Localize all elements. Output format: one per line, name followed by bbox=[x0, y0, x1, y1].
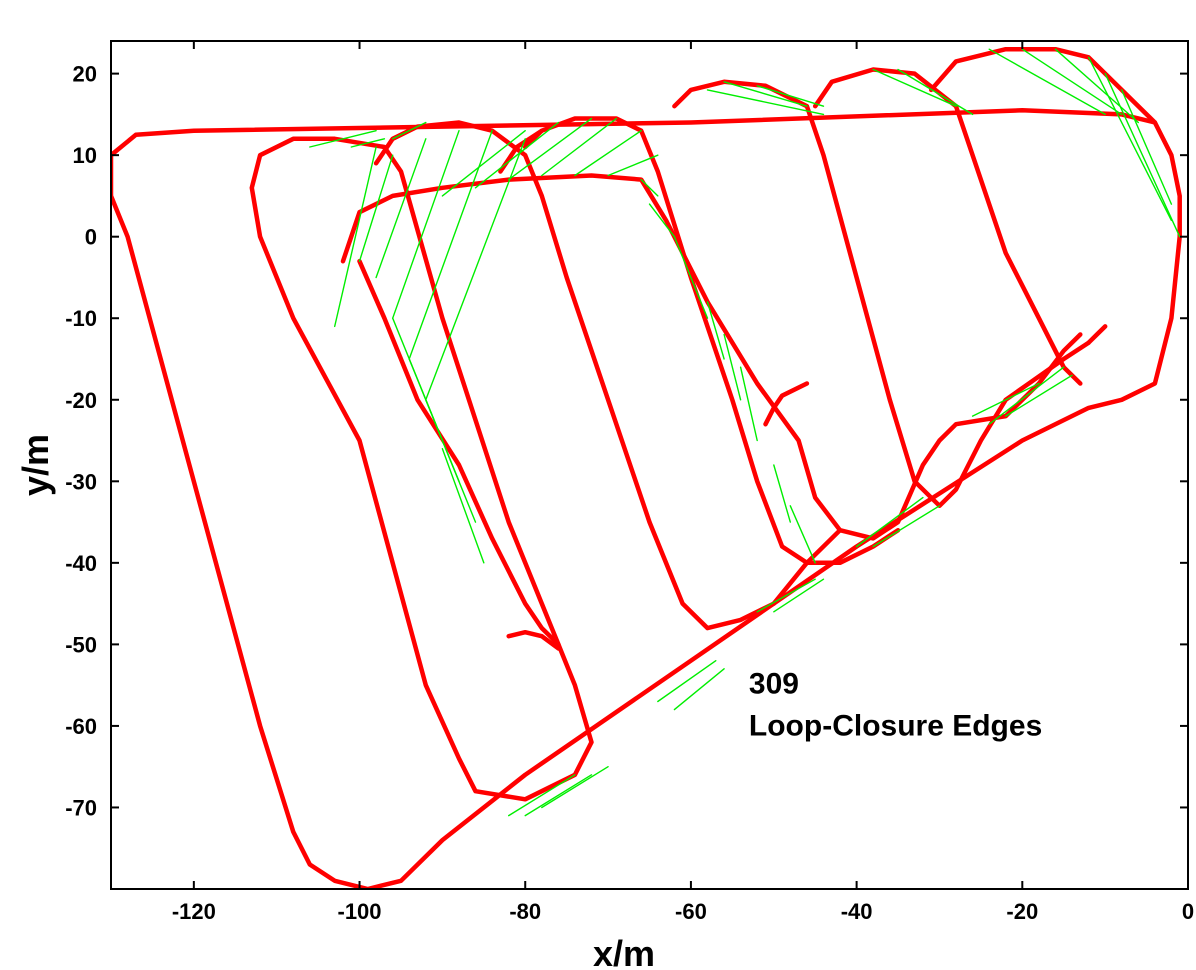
plot-background bbox=[111, 41, 1188, 889]
y-tick-label: -70 bbox=[65, 795, 97, 820]
trajectory-path bbox=[1086, 324, 1108, 345]
loop-closure-edge bbox=[607, 154, 659, 177]
x-tick-label: -60 bbox=[675, 899, 707, 924]
annotation-count: 309 bbox=[749, 667, 799, 700]
x-tick-label: -80 bbox=[509, 899, 541, 924]
y-tick-label: 0 bbox=[85, 225, 97, 250]
loop-closure-edge bbox=[872, 505, 941, 548]
plot-frame bbox=[110, 40, 1189, 890]
y-tick-label: -30 bbox=[65, 469, 97, 494]
loop-closure-edge bbox=[334, 146, 377, 328]
loop-closure-edge bbox=[706, 89, 825, 116]
trajectory-path bbox=[340, 173, 1083, 541]
x-tick-label: -40 bbox=[841, 899, 873, 924]
y-tick-label: 10 bbox=[73, 143, 97, 168]
loop-closure-edge bbox=[425, 138, 526, 401]
y-tick-label: -10 bbox=[65, 306, 97, 331]
loop-closure-edge bbox=[508, 774, 576, 817]
trajectory-path bbox=[506, 629, 561, 651]
trajectory-path bbox=[249, 136, 594, 802]
y-axis-label: y/m bbox=[15, 434, 56, 496]
loop-closure-edge bbox=[723, 333, 742, 401]
y-tick-label: -50 bbox=[65, 632, 97, 657]
trajectory-path bbox=[111, 108, 1182, 889]
loop-closure-edge bbox=[756, 578, 816, 613]
loop-closure-edge bbox=[657, 660, 717, 703]
loop-closure-edge bbox=[789, 505, 816, 564]
loop-closure-edge bbox=[441, 130, 526, 197]
x-tick-label: -120 bbox=[172, 899, 216, 924]
loop-closure-edge bbox=[375, 138, 427, 279]
loop-closure-edge bbox=[971, 382, 1040, 417]
x-tick-label: -20 bbox=[1006, 899, 1038, 924]
loop-closure-edge bbox=[425, 399, 477, 523]
loop-closure-edge bbox=[441, 448, 485, 564]
loop-closure-edge bbox=[392, 130, 460, 319]
loop-closure-edge bbox=[1121, 89, 1173, 205]
loop-closure-edge bbox=[408, 130, 493, 360]
y-tick-label: 20 bbox=[73, 62, 97, 87]
loop-closure-edge bbox=[508, 117, 593, 181]
loop-closure-edge bbox=[1054, 48, 1139, 124]
loop-closure-edge bbox=[756, 85, 825, 107]
y-axis-ticks: 20 10 0 -10 -20 -30 -40 -50 -60 -70 bbox=[65, 62, 1188, 820]
loop-closure-edge bbox=[358, 154, 394, 262]
loop-closure-edge bbox=[350, 138, 386, 148]
y-tick-label: -40 bbox=[65, 551, 97, 576]
loop-closure-edge bbox=[855, 496, 924, 548]
loop-closure-edge bbox=[673, 668, 725, 711]
loop-closure-edge bbox=[574, 130, 642, 177]
loop-closure-edge bbox=[1005, 374, 1073, 417]
loop-closure-edge bbox=[524, 774, 593, 817]
x-tick-label: 0 bbox=[1182, 899, 1194, 924]
loop-closure-edge bbox=[897, 68, 974, 116]
series-layer bbox=[111, 46, 1182, 889]
loop-closure-edge bbox=[541, 766, 609, 809]
loop-closure-edge bbox=[773, 578, 825, 613]
loop-closure-edge bbox=[1087, 56, 1173, 222]
loop-closure-edge bbox=[1104, 72, 1181, 238]
loop-closure-edge bbox=[872, 68, 957, 107]
trajectory-path bbox=[357, 258, 561, 647]
x-axis-ticks: -120 -100 -80 -60 -40 -20 0 bbox=[172, 41, 1194, 924]
loop-closure-edge bbox=[773, 464, 791, 523]
loop-closure-edge bbox=[690, 276, 709, 319]
loop-closure-edge bbox=[1021, 48, 1123, 116]
loop-closure-edge bbox=[309, 130, 377, 148]
loop-closure-edge bbox=[988, 48, 1106, 116]
loop-closure-edge bbox=[474, 121, 560, 189]
loop-closure-edge bbox=[706, 301, 725, 360]
trajectory-path bbox=[672, 79, 1091, 509]
loop-closure-edge bbox=[392, 121, 427, 140]
annotation-label: Loop-Closure Edges bbox=[749, 709, 1042, 742]
loop-closure-edge bbox=[739, 366, 758, 442]
x-tick-label: -100 bbox=[338, 899, 382, 924]
loop-closure-edge bbox=[541, 117, 618, 177]
trajectory-path bbox=[522, 116, 901, 566]
loop-closure-edge bbox=[723, 81, 808, 107]
loop-closure-edge bbox=[648, 203, 676, 238]
trajectory-path bbox=[812, 67, 1083, 386]
x-axis-label: x/m bbox=[593, 933, 655, 970]
y-tick-label: -20 bbox=[65, 388, 97, 413]
loop-closure-edge bbox=[640, 178, 659, 197]
trajectory-path bbox=[763, 381, 810, 427]
loop-closure-edge bbox=[988, 366, 1065, 425]
y-tick-label: -60 bbox=[65, 714, 97, 739]
loop-closure-edge bbox=[673, 236, 692, 279]
